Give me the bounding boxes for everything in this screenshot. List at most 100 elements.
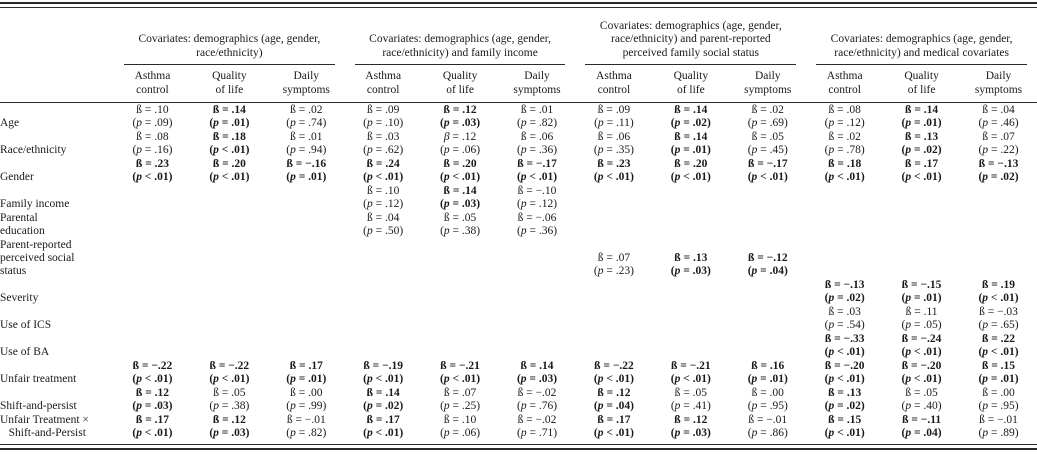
beta-value: ß = .14 <box>212 104 246 116</box>
table-cell: ß = .17 (p < .01) <box>883 157 960 184</box>
beta-symbol: ß <box>212 131 220 143</box>
table-cell <box>191 211 268 238</box>
table-cell: ß = −.21 (p < .01) <box>652 359 729 386</box>
beta-value: ß = .23 <box>135 158 170 170</box>
p-value: (p < .01) <box>440 373 481 385</box>
beta-value: ß = −.10 <box>517 185 557 197</box>
p-value: (p = .25) <box>440 400 481 412</box>
beta-symbol: ß <box>981 279 989 291</box>
table-cell: ß = −.03 (p = .65) <box>960 305 1037 332</box>
p-value: (p = .02) <box>901 144 942 156</box>
table-cell: ß = .17 (p < .01) <box>114 413 191 440</box>
table-cell: ß = .09 (p = .11) <box>575 103 652 131</box>
table-cell: ß = −.02 (p = .71) <box>499 413 576 440</box>
table-row: Gender ß = .23 (p < .01) ß = .20 (p < .01) ß … <box>0 157 1037 184</box>
beta-value: ß = .20 <box>674 158 708 170</box>
row-label-line: Family income <box>0 198 70 210</box>
p-value: (p = .01) <box>286 171 327 183</box>
table-cell <box>883 238 960 278</box>
beta-value: ß = .10 <box>367 185 400 197</box>
beta-symbol: ß <box>674 252 681 264</box>
p-value: (p < .01) <box>209 144 250 156</box>
beta-value: ß = .02 <box>828 131 861 143</box>
table-row: Use of ICS ß = .03 (p = .54) ß = .11 (p = .0… <box>0 305 1037 332</box>
table-cell: ß = .23 (p < .01) <box>114 157 191 184</box>
p-value: (p = .12) <box>363 198 404 210</box>
beta-value: ß = .01 <box>290 131 323 143</box>
table-cell: ß = −.21 (p < .01) <box>422 359 499 386</box>
table-cell: ß = .00 (p = .95) <box>960 386 1037 413</box>
beta-symbol: ß <box>520 104 527 116</box>
beta-symbol: ß <box>517 212 524 224</box>
beta-value: ß = .03 <box>367 131 400 143</box>
col-daily-symptoms: Daily symptoms <box>729 65 807 103</box>
table-cell: ß = .14 (p = .03) <box>499 359 576 386</box>
table-cell: ß = −.10 (p = .12) <box>499 184 576 211</box>
table-row: Unfair treatment ß = −.22 (p < .01) ß = −.2… <box>0 359 1037 386</box>
beta-symbol: ß <box>212 104 220 116</box>
table-cell <box>345 332 422 359</box>
table-cell: ß = −.01 (p = .86) <box>729 413 806 440</box>
beta-symbol: ß <box>982 104 989 116</box>
beta-symbol: ß <box>366 414 374 426</box>
table-cell <box>960 184 1037 211</box>
col-daily-symptoms: Daily symptoms <box>960 65 1037 103</box>
beta-value: ß = −.22 <box>594 360 634 372</box>
table-cell <box>114 211 191 238</box>
beta-symbol: ß <box>443 158 450 170</box>
table-cell <box>114 184 191 211</box>
p-value: (p = .86) <box>747 427 788 439</box>
beta-value: ß = −.16 <box>286 158 327 170</box>
p-value: (p < .01) <box>901 171 942 183</box>
p-value: (p = .41) <box>670 400 711 412</box>
beta-symbol: ß <box>671 360 678 372</box>
beta-symbol: ß <box>135 414 143 426</box>
table-cell: ß = .12 (p = .03) <box>652 413 729 440</box>
beta-symbol: ß <box>978 158 986 170</box>
p-value: (p = .22) <box>978 144 1019 156</box>
p-value: (p = .12) <box>824 117 865 129</box>
p-value: (p = .62) <box>363 144 404 156</box>
table-cell <box>114 305 191 332</box>
row-label-line: Parent-reported <box>0 239 72 251</box>
beta-value: ß = −.11 <box>902 414 942 426</box>
table-cell <box>268 211 345 238</box>
table-cell: ß = −.02 (p = .76) <box>499 386 576 413</box>
beta-symbol: ß <box>290 387 296 399</box>
row-label-line: Severity <box>0 292 39 304</box>
p-value: (p = .01) <box>209 117 250 129</box>
group-header-family-income: Covariates: demographics (age, gender, r… <box>345 10 576 65</box>
p-value: (p < .01) <box>747 171 788 183</box>
table-cell: ß = .01 (p = .94) <box>268 130 345 157</box>
beta-value: ß = −.02 <box>517 414 557 426</box>
table-cell: ß = .06 (p = .36) <box>499 130 576 157</box>
beta-symbol: ß <box>828 158 835 170</box>
beta-value: ß = −.33 <box>824 333 865 345</box>
beta-value: ß = −.15 <box>901 279 942 291</box>
p-value: (p = .23) <box>593 265 634 277</box>
beta-symbol: ß <box>363 360 370 372</box>
table-cell: ß = −.22 (p < .01) <box>575 359 652 386</box>
beta-value: ß = .12 <box>135 387 170 399</box>
table-cell <box>268 278 345 305</box>
beta-value: ß = −.21 <box>671 360 711 372</box>
p-value: (p = .01) <box>901 117 942 129</box>
beta-symbol: ß <box>828 387 835 399</box>
beta-value: ß = .14 <box>674 131 708 143</box>
p-value: (p = .89) <box>978 427 1019 439</box>
table-cell <box>191 332 268 359</box>
beta-symbol: ß <box>520 131 527 143</box>
p-value: (p = .01) <box>747 373 788 385</box>
beta-value: ß = −.01 <box>286 414 326 426</box>
beta-value: ß = .10 <box>136 104 169 116</box>
table-cell <box>729 211 806 238</box>
table-cell: ß = −.33 (p < .01) <box>806 332 883 359</box>
group-header-medical: Covariates: demographics (age, gender, r… <box>806 10 1037 65</box>
beta-symbol: ß <box>901 333 909 345</box>
table-row: Family income ß = .10 (p = .12) ß = .14 (p =… <box>0 184 1037 211</box>
col-daily-symptoms: Daily symptoms <box>267 65 345 103</box>
p-value: (p = .02) <box>978 171 1019 183</box>
beta-symbol: ß <box>901 279 909 291</box>
row-label: Parental education <box>0 211 114 238</box>
row-label-line: Shift-and-Persist <box>0 427 86 439</box>
